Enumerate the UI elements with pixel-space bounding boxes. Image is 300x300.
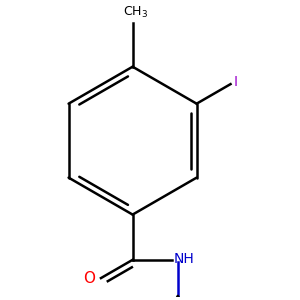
Text: CH$_3$: CH$_3$ [123, 4, 148, 20]
Text: I: I [234, 74, 238, 88]
Text: O: O [83, 271, 95, 286]
Text: NH: NH [173, 252, 194, 266]
